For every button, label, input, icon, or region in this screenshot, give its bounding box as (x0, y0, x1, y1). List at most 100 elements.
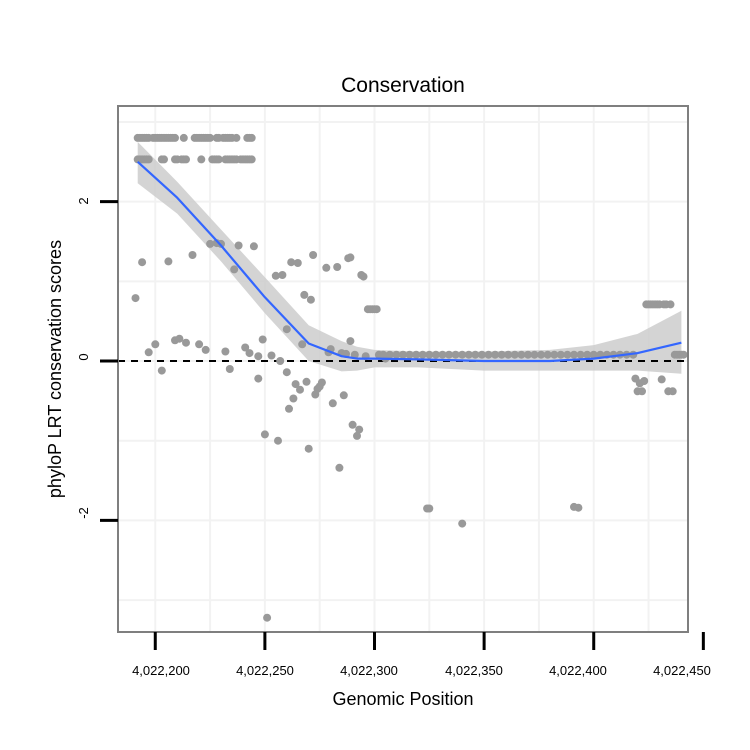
data-point (276, 357, 285, 365)
data-point (348, 420, 357, 429)
data-point (230, 265, 239, 274)
data-point (638, 387, 646, 396)
data-point (574, 503, 583, 512)
data-point (530, 350, 539, 359)
data-point (300, 290, 309, 299)
data-point (234, 241, 243, 250)
data-point (225, 365, 234, 373)
x-axis: 4,022,200 4,022,250 4,022,300 4,022,350 … (132, 632, 711, 678)
data-point (666, 300, 675, 309)
confidence-band-layer (137, 141, 682, 374)
data-point (263, 613, 272, 622)
data-point (392, 350, 401, 359)
data-point (563, 350, 572, 359)
data-point (379, 350, 388, 359)
data-point (346, 337, 355, 346)
data-point (138, 258, 147, 267)
data-point (510, 350, 519, 359)
data-point (291, 380, 300, 389)
y-tick-label: -2 (76, 507, 91, 519)
data-point (445, 350, 453, 359)
data-point (289, 394, 298, 403)
x-tick-label: 4,022,350 (445, 663, 503, 678)
data-point (537, 350, 546, 359)
data-point (359, 272, 368, 281)
data-point (328, 399, 337, 408)
data-point (425, 350, 434, 359)
smooth-trend-line (136, 160, 682, 363)
data-point (164, 257, 173, 266)
data-point (258, 335, 267, 344)
x-tick-label: 4,022,450 (653, 663, 711, 678)
data-point (556, 350, 565, 359)
data-point (524, 350, 532, 359)
data-point (271, 271, 280, 280)
data-point (346, 253, 355, 262)
data-point (260, 430, 269, 439)
data-point (438, 350, 447, 359)
data-point (245, 349, 254, 358)
data-point (350, 350, 359, 359)
chart-title: Conservation (341, 74, 465, 97)
data-point (589, 350, 598, 359)
data-point (335, 463, 344, 472)
data-point (491, 350, 500, 359)
data-point (197, 155, 206, 164)
data-point (206, 239, 215, 248)
data-point (254, 374, 263, 383)
x-tick-label: 4,022,200 (132, 663, 190, 678)
data-point (464, 350, 473, 359)
smooth-line-layer (136, 160, 682, 363)
data-point (418, 350, 427, 359)
data-point (322, 263, 331, 272)
data-point (477, 350, 486, 359)
data-point (385, 350, 394, 359)
data-point (241, 343, 250, 352)
data-point (372, 305, 381, 314)
data-point (355, 425, 364, 434)
data-point (278, 271, 287, 279)
data-point (570, 350, 578, 359)
data-point (583, 350, 592, 359)
confidence-band (137, 141, 682, 374)
data-point (221, 347, 230, 356)
data-point (576, 350, 585, 359)
data-point (517, 350, 526, 359)
data-point (157, 366, 166, 375)
data-point (309, 251, 318, 259)
data-points (131, 133, 688, 622)
data-point (458, 519, 467, 528)
data-point (405, 350, 414, 359)
data-point (249, 242, 258, 251)
data-point (206, 133, 215, 142)
data-point (188, 251, 197, 259)
data-point (458, 350, 467, 359)
data-point (182, 155, 190, 164)
data-point (267, 351, 276, 360)
data-point (543, 350, 552, 359)
y-tick-label: 2 (76, 197, 91, 204)
data-point (640, 377, 649, 385)
data-point (232, 133, 241, 142)
x-tick-label: 4,022,250 (236, 663, 294, 678)
data-point (425, 504, 434, 513)
data-point (302, 377, 311, 386)
data-point (171, 133, 179, 142)
data-point (550, 350, 559, 359)
data-point (504, 350, 513, 359)
data-point (160, 155, 168, 164)
plot-frame (117, 105, 689, 633)
data-point (144, 155, 153, 164)
data-point (195, 340, 204, 349)
y-axis: -2 0 2 (76, 197, 118, 522)
data-point (144, 348, 153, 357)
data-point (179, 133, 188, 142)
x-tick-label: 4,022,300 (340, 663, 398, 678)
data-point (285, 404, 293, 413)
data-point (431, 350, 440, 359)
data-point (175, 334, 184, 343)
data-point (182, 338, 190, 347)
data-point (254, 352, 263, 361)
data-point (353, 431, 361, 440)
data-point (304, 444, 313, 453)
